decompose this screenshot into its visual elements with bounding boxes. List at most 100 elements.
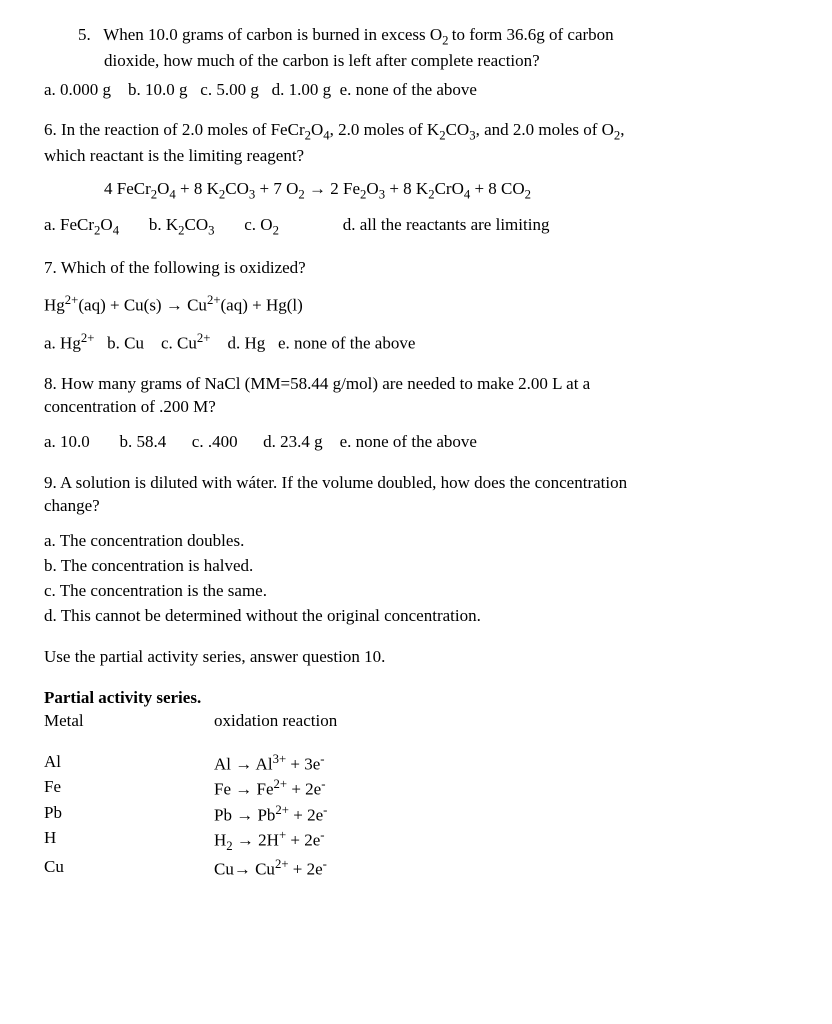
q9-c: c. The concentration is the same. <box>44 580 788 603</box>
eq-part: (aq) + Hg(l) <box>221 296 303 315</box>
q5-a: a. 0.000 g <box>44 80 111 99</box>
q5-e: e. none of the above <box>340 80 477 99</box>
q6-stem-4: CO <box>446 120 470 139</box>
activity-row: Cu Cu→ Cu2+ + 2e- <box>44 856 788 882</box>
q7-a: a. Hg <box>44 333 81 352</box>
q6-a2: O <box>100 215 112 234</box>
sub: 2 <box>273 223 279 237</box>
q9-choices: a. The concentration doubles. b. The con… <box>44 530 788 628</box>
activity-reaction: Pb → Pb2+ + 2e- <box>214 802 327 828</box>
sub: 2 <box>525 187 531 201</box>
sup: 2+ <box>81 331 95 345</box>
q5-b: b. 10.0 g <box>128 80 188 99</box>
q7-stem: 7. Which of the following is oxidized? <box>44 257 788 280</box>
eq-part: O <box>157 179 169 198</box>
q5-choices: a. 0.000 g b. 10.0 g c. 5.00 g d. 1.00 g… <box>44 79 788 102</box>
activity-metal: H <box>44 827 214 855</box>
eq-part: O <box>366 179 378 198</box>
activity-title: Partial activity series. <box>44 687 788 710</box>
question-7: 7. Which of the following is oxidized? H… <box>44 257 788 355</box>
q6-stem-5: , and 2.0 moles of O <box>476 120 614 139</box>
q9-stem-1: 9. A solution is diluted with wáter. If … <box>44 473 627 492</box>
q9-d: d. This cannot be determined without the… <box>44 605 788 628</box>
q5-stem-2: to form 36.6g of carbon <box>452 25 614 44</box>
q6-c: c. O <box>244 215 272 234</box>
question-6: 6. In the reaction of 2.0 moles of FeCr 2… <box>44 119 788 239</box>
q5-d: d. 1.00 g <box>272 80 332 99</box>
q8-choices: a. 10.0 b. 58.4 c. .400 d. 23.4 g e. non… <box>44 431 788 454</box>
q6-choices: a. FeCr2O4 b. K2CO3 c. O2 d. all the rea… <box>44 214 788 240</box>
q6-stem-7: which reactant is the limiting reagent? <box>44 146 304 165</box>
eq-part: + 7 O <box>255 179 298 198</box>
activity-header-metal: Metal <box>44 710 214 733</box>
q8-c: c. .400 <box>192 432 238 451</box>
q6-stem: 6. In the reaction of 2.0 moles of FeCr2… <box>44 119 788 168</box>
q6-b2: CO <box>184 215 208 234</box>
spacer <box>44 733 788 747</box>
activity-reaction: Al → Al3+ + 3e- <box>214 751 325 777</box>
activity-header-rxn: oxidation reaction <box>214 710 337 733</box>
sup: 2+ <box>207 293 221 307</box>
eq-part: + 8 K <box>385 179 428 198</box>
q9-b: b. The concentration is halved. <box>44 555 788 578</box>
q6-stem-2: O <box>311 120 323 139</box>
q8-d: d. 23.4 g <box>263 432 323 451</box>
q8-stem-1: 8. How many grams of NaCl (MM=58.44 g/mo… <box>44 374 590 393</box>
q7-d: d. Hg <box>227 333 265 352</box>
activity-metal: Pb <box>44 802 214 828</box>
eq-part: CrO <box>435 179 464 198</box>
q9-a: a. The concentration doubles. <box>44 530 788 553</box>
q6-stem-3: , 2.0 moles of K <box>330 120 440 139</box>
q5-stem-3: dioxide, how much of the carbon is left … <box>104 51 540 70</box>
q6-stem-1: 6. In the reaction of 2.0 moles of FeCr <box>44 120 305 139</box>
q5-stem: 5. When 10.0 grams of carbon is burned i… <box>44 24 788 73</box>
activity-metal: Al <box>44 751 214 777</box>
q6-d: d. all the reactants are limiting <box>343 215 550 234</box>
eq-part: 4 FeCr <box>104 179 151 198</box>
question-5: 5. When 10.0 grams of carbon is burned i… <box>44 24 788 101</box>
eq-part: + 8 K <box>176 179 219 198</box>
question-8: 8. How many grams of NaCl (MM=58.44 g/mo… <box>44 373 788 454</box>
q9-stem: 9. A solution is diluted with wáter. If … <box>44 472 788 518</box>
q5-stem-1: When 10.0 grams of carbon is burned in e… <box>103 25 442 44</box>
q5-num: 5. <box>78 25 91 44</box>
sup: 2+ <box>197 331 211 345</box>
q9-stem-2: change? <box>44 496 100 515</box>
q8-e: e. none of the above <box>340 432 477 451</box>
q7-equation: Hg2+(aq) + Cu(s) → Cu2+(aq) + Hg(l) <box>44 292 788 318</box>
q7-c: c. Cu <box>161 333 197 352</box>
q6-b: b. K <box>149 215 178 234</box>
activity-reaction: H2 → 2H+ + 2e- <box>214 827 325 855</box>
eq-part: + 8 CO <box>470 179 524 198</box>
q10-intro: Use the partial activity series, answer … <box>44 646 788 669</box>
question-9: 9. A solution is diluted with wáter. If … <box>44 472 788 628</box>
q6-stem-6: , <box>620 120 624 139</box>
sub-2: 2 <box>442 33 452 47</box>
activity-reaction: Cu→ Cu2+ + 2e- <box>214 856 327 882</box>
q5-c: c. 5.00 g <box>200 80 259 99</box>
sub: 3 <box>208 223 214 237</box>
activity-series: Partial activity series. Metal oxidation… <box>44 687 788 882</box>
activity-reaction: Fe → Fe2+ + 2e- <box>214 776 325 802</box>
activity-row: PbPb → Pb2+ + 2e- <box>44 802 788 828</box>
activity-row: HH2 → 2H+ + 2e- <box>44 827 788 855</box>
q6-equation: 4 FeCr2O4 + 8 K2CO3 + 7 O2 → 2 Fe2O3 + 8… <box>104 178 788 204</box>
activity-header: Metal oxidation reaction <box>44 710 788 733</box>
q8-b: b. 58.4 <box>120 432 167 451</box>
activity-row: AlAl → Al3+ + 3e- <box>44 751 788 777</box>
q7-e: e. none of the above <box>278 333 415 352</box>
activity-metal: Fe <box>44 776 214 802</box>
q7-b: b. Cu <box>107 333 144 352</box>
activity-metal: Cu <box>44 856 214 882</box>
sub: 4 <box>113 223 119 237</box>
sup: 2+ <box>65 293 79 307</box>
eq-part: → 2 Fe <box>305 179 360 198</box>
q8-stem: 8. How many grams of NaCl (MM=58.44 g/mo… <box>44 373 788 419</box>
activity-row: Fe Fe → Fe2+ + 2e- <box>44 776 788 802</box>
q6-a: a. FeCr <box>44 215 94 234</box>
eq-part: Hg <box>44 296 65 315</box>
eq-part: (aq) + Cu(s) → Cu <box>78 296 207 315</box>
q8-stem-2: concentration of .200 M? <box>44 397 216 416</box>
q7-choices: a. Hg2+ b. Cu c. Cu2+ d. Hg e. none of t… <box>44 330 788 356</box>
activity-rows: AlAl → Al3+ + 3e-Fe Fe → Fe2+ + 2e-PbPb … <box>44 751 788 882</box>
